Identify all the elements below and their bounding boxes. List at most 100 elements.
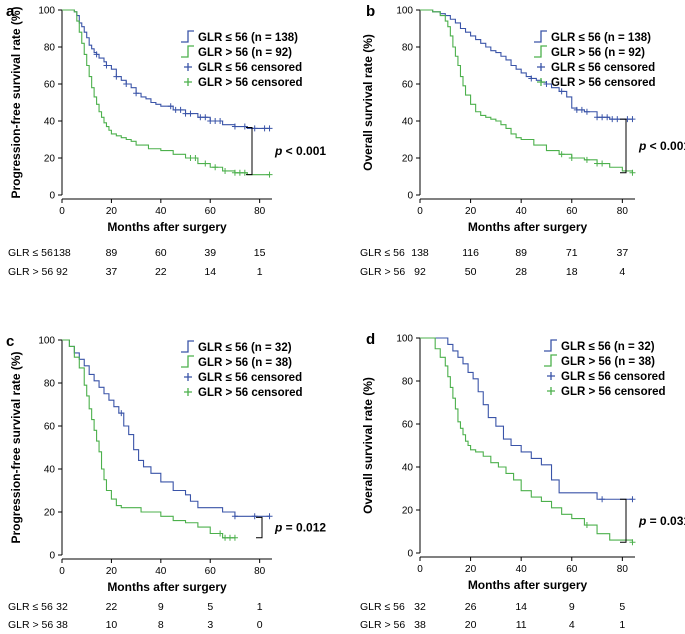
legend-entry: GLR ≤ 56 censored [198,372,302,384]
censor-mark [594,114,601,121]
y-tick-label: 80 [44,43,56,54]
censor-mark [629,116,636,123]
x-axis-label: Months after surgery [468,578,588,592]
legend-entry: GLR ≤ 56 (n = 32) [561,341,655,353]
pvalue-symbol: p [638,139,646,153]
risk-count: 1 [619,619,625,631]
censor-mark [187,110,194,117]
x-tick-label: 20 [106,566,118,577]
censor-mark [202,114,209,121]
censor-mark [583,108,590,115]
legend-step-swatch [534,30,547,43]
pvalue-bracket [620,118,627,174]
risk-count: 8 [158,619,164,631]
x-tick-label: 0 [417,564,423,575]
risk-row-label: GLR > 56 [8,266,53,278]
y-tick-label: 60 [44,80,56,91]
censor-mark [599,114,606,121]
y-axis-label: Progression-free survival rate (%) [9,351,23,543]
risk-count: 89 [515,247,527,259]
censor-mark [604,114,611,121]
censor-mark [192,155,199,161]
censor-mark [93,51,100,58]
panel-b: b 0 20 40 60 80 100 0 20 40 60 80 Months after surge… [360,3,685,278]
x-tick-label: 80 [617,206,629,217]
risk-count: 37 [617,247,629,259]
x-tick-label: 80 [617,564,629,575]
legend-censor-swatch [537,63,545,71]
legend-step-swatch [544,339,557,352]
censor-mark [177,106,184,113]
legend-entry: GLR > 56 censored [198,77,303,89]
censor-mark [113,73,120,80]
x-tick-label: 20 [106,206,118,217]
risk-count: 14 [204,266,216,278]
censor-mark [222,167,229,174]
risk-count: 4 [619,266,625,278]
censor-mark [543,81,550,87]
series-line-glr-high [420,337,634,543]
pvalue-label: p < 0.001 [638,139,685,153]
y-tick-label: 40 [44,465,56,476]
risk-count: 38 [414,619,426,631]
censor-mark [558,151,565,158]
y-tick-label: 100 [396,334,413,345]
censor-mark [609,116,616,123]
pvalue-bracket [620,498,627,543]
censor-mark [629,539,636,546]
pvalue-label: p = 0.031 [638,514,685,528]
x-axis-label: Months after surgery [107,220,227,234]
censor-mark [629,169,636,176]
panel-a: a 0 20 40 60 80 100 0 20 40 60 80 Months after surge… [6,3,326,278]
panel-letter: c [6,333,14,350]
legend-entry: GLR ≤ 56 (n = 138) [551,32,651,44]
series-line-glr-low [62,339,270,517]
x-tick-label: 60 [205,206,217,217]
panel-d: d 0 20 40 60 80 100 0 20 40 60 80 Months after surge… [360,331,685,631]
censor-mark [217,530,224,537]
censor-mark [583,522,590,529]
censor-mark [528,75,535,82]
y-tick-label: 20 [44,508,56,519]
risk-count: 71 [566,247,578,259]
pvalue-value: < 0.001 [282,144,326,158]
risk-count: 32 [414,601,426,613]
legend-censor-swatch [537,78,545,86]
risk-count: 92 [56,266,68,278]
legend-step-swatch [181,45,194,58]
pvalue-symbol: p [274,521,282,535]
pvalue-value: = 0.012 [282,521,326,535]
pvalue-label: p < 0.001 [274,144,326,158]
risk-count: 138 [53,247,71,259]
risk-row-label: GLR ≤ 56 [8,247,53,259]
risk-count: 37 [106,266,118,278]
x-tick-label: 20 [465,206,477,217]
y-tick-label: 0 [407,549,413,560]
censor-mark [103,62,110,69]
y-axis-label: Overall survival rate (%) [361,377,375,514]
risk-count: 14 [515,601,527,613]
risk-count: 22 [106,601,118,613]
risk-count: 11 [516,619,527,631]
censor-mark [251,513,258,520]
y-tick-label: 60 [44,422,56,433]
pvalue-value: < 0.001 [646,139,685,153]
legend-entry: GLR > 56 censored [551,77,656,89]
y-tick-label: 80 [44,379,56,390]
risk-count: 15 [254,247,266,259]
risk-count: 1 [257,601,263,613]
legend-censor-swatch [184,373,192,381]
risk-count: 9 [569,601,575,613]
x-tick-label: 40 [516,206,528,217]
risk-count: 89 [106,247,118,259]
x-tick-label: 40 [516,564,528,575]
risk-count: 26 [465,601,477,613]
legend-step-swatch [544,354,557,367]
censor-mark [558,88,565,95]
x-tick-label: 40 [155,206,167,217]
panel-letter: b [366,3,375,20]
censor-mark [266,171,273,178]
y-axis-label: Progression-free survival rate (%) [9,6,23,198]
